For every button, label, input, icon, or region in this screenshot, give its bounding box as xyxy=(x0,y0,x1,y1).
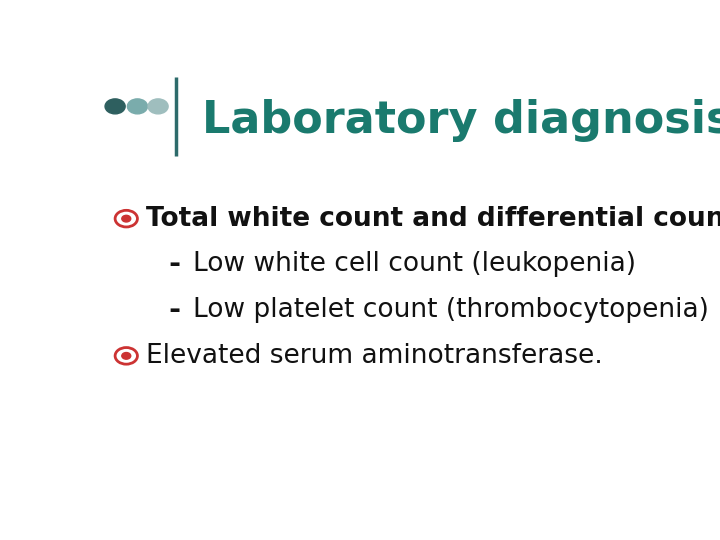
Circle shape xyxy=(148,99,168,114)
Circle shape xyxy=(105,99,125,114)
Text: Low white cell count (leukopenia): Low white cell count (leukopenia) xyxy=(193,252,636,278)
Circle shape xyxy=(127,99,148,114)
Circle shape xyxy=(122,353,131,359)
Text: Elevated serum aminotransferase.: Elevated serum aminotransferase. xyxy=(145,343,603,369)
Text: Low platelet count (thrombocytopenia): Low platelet count (thrombocytopenia) xyxy=(193,297,709,323)
Text: -: - xyxy=(168,251,181,279)
Circle shape xyxy=(122,215,131,222)
Text: -: - xyxy=(168,296,181,324)
Text: Total white count and differential count: Total white count and differential count xyxy=(145,206,720,232)
Text: Laboratory diagnosis: Laboratory diagnosis xyxy=(202,99,720,143)
